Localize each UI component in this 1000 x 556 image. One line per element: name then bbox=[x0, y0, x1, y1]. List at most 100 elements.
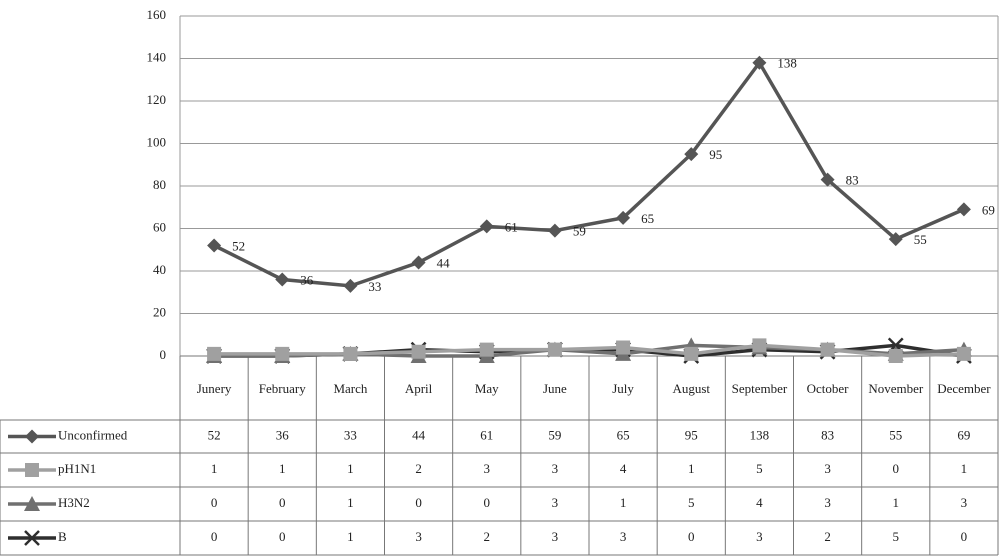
table-cell: 0 bbox=[279, 495, 286, 510]
x-tick-label: December bbox=[937, 381, 991, 396]
table-cell: 3 bbox=[552, 529, 559, 544]
table-cell: 61 bbox=[480, 427, 493, 442]
point bbox=[888, 232, 903, 247]
x-tick-label: August bbox=[672, 381, 710, 396]
point bbox=[343, 346, 358, 361]
x-tick-label: Junery bbox=[197, 381, 232, 396]
y-tick-label: 60 bbox=[153, 219, 166, 234]
point bbox=[616, 340, 631, 355]
table-cell: 5 bbox=[893, 529, 900, 544]
data-label: 59 bbox=[573, 224, 586, 239]
table-cell: 0 bbox=[688, 529, 695, 544]
table-cell: 0 bbox=[893, 461, 900, 476]
point bbox=[956, 346, 971, 361]
y-tick-label: 120 bbox=[147, 92, 167, 107]
table-cell: 3 bbox=[552, 461, 559, 476]
x-tick-label: February bbox=[259, 381, 306, 396]
table-cell: 65 bbox=[617, 427, 630, 442]
table-cell: 5 bbox=[756, 461, 763, 476]
legend-label: pH1N1 bbox=[58, 461, 96, 476]
data-label: 83 bbox=[846, 173, 859, 188]
x-tick-label: April bbox=[405, 381, 433, 396]
point bbox=[616, 210, 631, 225]
legend-marker bbox=[25, 429, 39, 444]
table-cell: 52 bbox=[208, 427, 221, 442]
table-cell: 3 bbox=[415, 529, 422, 544]
point bbox=[275, 346, 290, 361]
y-tick-label: 100 bbox=[147, 134, 167, 149]
table-cell: 0 bbox=[484, 495, 491, 510]
y-tick-label: 40 bbox=[153, 262, 166, 277]
table-cell: 4 bbox=[620, 461, 627, 476]
point bbox=[343, 278, 358, 293]
table-cell: 1 bbox=[688, 461, 695, 476]
data-label: 61 bbox=[505, 219, 518, 234]
x-tick-label: March bbox=[333, 381, 367, 396]
legend-label: Unconfirmed bbox=[58, 427, 128, 442]
table-cell: 3 bbox=[756, 529, 763, 544]
table-cell: 0 bbox=[211, 529, 218, 544]
table-cell: 1 bbox=[347, 529, 354, 544]
table-cell: 44 bbox=[412, 427, 426, 442]
table-cell: 0 bbox=[961, 529, 968, 544]
y-tick-label: 80 bbox=[153, 177, 166, 192]
data-label: 55 bbox=[914, 232, 927, 247]
table-cell: 1 bbox=[279, 461, 286, 476]
data-label: 33 bbox=[368, 279, 381, 294]
data-label: 44 bbox=[437, 255, 451, 270]
point bbox=[411, 344, 426, 359]
table-cell: 2 bbox=[824, 529, 831, 544]
table-cell: 2 bbox=[484, 529, 491, 544]
data-label: 36 bbox=[300, 272, 314, 287]
table-cell: 1 bbox=[893, 495, 900, 510]
table-cell: 59 bbox=[548, 427, 561, 442]
table-cell: 69 bbox=[957, 427, 970, 442]
x-tick-label: June bbox=[543, 381, 567, 396]
x-tick-label: May bbox=[475, 381, 499, 396]
table-cell: 1 bbox=[347, 495, 354, 510]
x-tick-label: November bbox=[868, 381, 924, 396]
table-cell: 138 bbox=[750, 427, 770, 442]
table-cell: 3 bbox=[824, 495, 831, 510]
x-tick-label: October bbox=[807, 381, 850, 396]
y-tick-label: 160 bbox=[147, 7, 167, 22]
legend-marker bbox=[24, 530, 40, 546]
legend-marker-stroke bbox=[24, 530, 40, 546]
point bbox=[479, 219, 494, 234]
data-label: 95 bbox=[709, 147, 722, 162]
legend-label: H3N2 bbox=[58, 495, 90, 510]
y-tick-label: 20 bbox=[153, 304, 166, 319]
legend-label: B bbox=[58, 529, 67, 544]
point bbox=[752, 338, 767, 353]
table-cell: 33 bbox=[344, 427, 357, 442]
table-cell: 3 bbox=[484, 461, 491, 476]
table-cell: 0 bbox=[279, 529, 286, 544]
table-cell: 2 bbox=[415, 461, 422, 476]
point bbox=[752, 55, 767, 70]
point bbox=[820, 172, 835, 187]
point bbox=[956, 202, 971, 217]
point bbox=[207, 346, 222, 361]
table-cell: 55 bbox=[889, 427, 902, 442]
data-label: 69 bbox=[982, 202, 995, 217]
table-cell: 3 bbox=[824, 461, 831, 476]
point bbox=[684, 147, 699, 162]
point bbox=[479, 342, 494, 357]
point bbox=[411, 255, 426, 270]
table-cell: 83 bbox=[821, 427, 834, 442]
data-label: 52 bbox=[232, 238, 245, 253]
series-line bbox=[213, 59, 965, 288]
point bbox=[888, 349, 903, 363]
table-cell: 1 bbox=[961, 461, 968, 476]
table-cell: 3 bbox=[961, 495, 968, 510]
y-tick-label: 0 bbox=[160, 347, 167, 362]
x-tick-label: July bbox=[612, 381, 634, 396]
table-cell: 1 bbox=[211, 461, 218, 476]
table-cell: 1 bbox=[620, 495, 627, 510]
point bbox=[207, 238, 222, 253]
table-cell: 4 bbox=[756, 495, 763, 510]
table-cell: 3 bbox=[552, 495, 559, 510]
table-cell: 5 bbox=[688, 495, 695, 510]
table-cell: 36 bbox=[276, 427, 290, 442]
